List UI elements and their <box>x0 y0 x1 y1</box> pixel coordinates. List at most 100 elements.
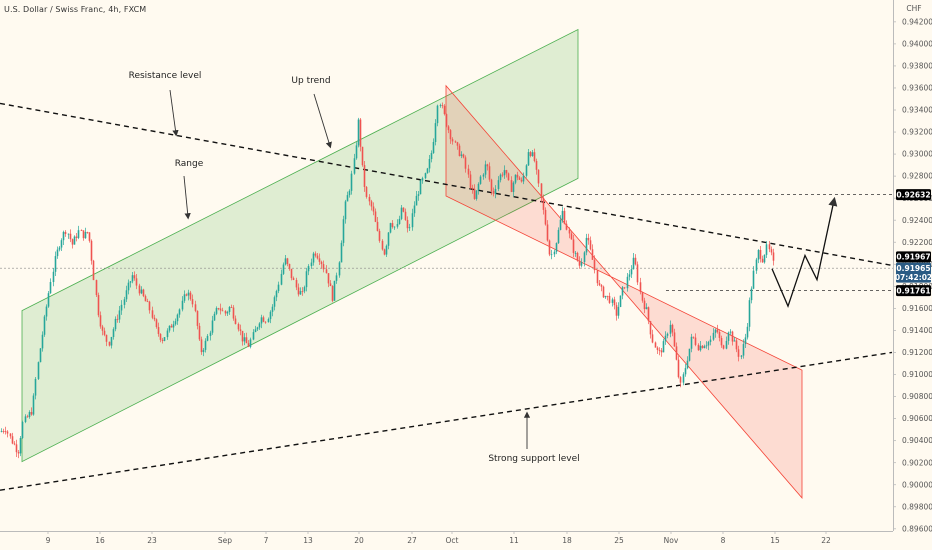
candle-body <box>77 230 80 238</box>
candle-body <box>331 286 334 301</box>
candle-body <box>24 416 27 422</box>
candle-body <box>505 170 508 174</box>
candle-body <box>497 180 500 189</box>
candle-body <box>305 271 308 288</box>
candle-body <box>67 233 70 235</box>
candle-body <box>748 300 751 327</box>
candle-body <box>518 177 521 180</box>
candle-body <box>342 219 345 243</box>
candle-body <box>447 126 450 131</box>
candle-body <box>32 395 35 415</box>
candle-body <box>282 264 285 274</box>
price-tag <box>896 251 931 263</box>
candle-body <box>344 201 347 220</box>
candle-body <box>221 310 224 312</box>
candle-body <box>303 287 306 292</box>
price-tag-label: 0.91761 <box>896 286 930 295</box>
candle-body <box>325 269 328 274</box>
candle-body <box>28 411 31 418</box>
candle-body <box>135 278 138 286</box>
candle-body <box>60 240 63 248</box>
candle-body <box>628 274 631 277</box>
candle-body <box>361 146 364 166</box>
candle-body <box>153 317 156 320</box>
candle-body <box>181 300 184 310</box>
candle-body <box>120 304 123 311</box>
candle-body <box>243 337 246 342</box>
candle-body <box>123 299 126 305</box>
candle-body <box>445 114 448 127</box>
candle-body <box>731 331 734 342</box>
candle-body <box>322 264 325 270</box>
candle-body <box>570 233 573 240</box>
candle-body <box>21 421 24 439</box>
y-tick-label: 0.90600 <box>902 414 932 423</box>
candle-body <box>475 190 478 199</box>
candle-body <box>464 157 467 169</box>
candle-body <box>346 195 349 202</box>
candle-body <box>419 180 422 195</box>
annotation-label: Range <box>175 159 204 169</box>
candle-body <box>727 332 730 341</box>
candle-body <box>194 304 197 311</box>
candle-body <box>490 179 493 192</box>
candle-body <box>525 165 528 176</box>
candle-body <box>469 174 472 188</box>
candle-body <box>406 219 409 229</box>
candle-body <box>320 261 323 265</box>
y-tick-label: 0.90000 <box>902 480 932 489</box>
candle-body <box>86 231 89 233</box>
candle-body <box>656 347 659 350</box>
candle-body <box>217 308 220 309</box>
candle-body <box>430 153 433 160</box>
candle-body <box>694 337 697 345</box>
downtrend-channel <box>445 84 803 500</box>
candle-body <box>759 249 762 259</box>
candle-body <box>735 340 738 350</box>
candle-body <box>254 329 257 333</box>
candle-body <box>725 340 728 349</box>
candle-body <box>441 105 444 107</box>
candle-body <box>2 431 5 432</box>
candle-body <box>703 346 706 349</box>
candle-body <box>97 295 100 316</box>
candle-body <box>456 142 459 146</box>
candle-body <box>258 323 261 328</box>
candle-body <box>507 173 510 181</box>
candle-body <box>503 170 506 176</box>
candle-body <box>353 158 356 174</box>
candle-body <box>512 182 515 192</box>
candle-body <box>277 284 280 292</box>
candle-body <box>280 273 283 285</box>
candle-body <box>768 244 771 250</box>
candle-body <box>103 330 106 335</box>
candle-body <box>204 340 207 350</box>
candle-body <box>772 252 775 261</box>
candle-body <box>34 378 37 396</box>
candle-body <box>110 336 113 346</box>
candle-body <box>510 180 513 192</box>
candle-body <box>318 258 321 262</box>
candle-body <box>537 169 540 184</box>
x-tick-label: Nov <box>664 536 679 545</box>
candle-body <box>47 293 50 307</box>
candle-body <box>602 286 605 298</box>
candle-body <box>542 198 545 210</box>
candle-body <box>389 223 392 233</box>
candle-body <box>615 305 618 316</box>
candle-body <box>6 431 9 434</box>
candle-body <box>439 105 442 107</box>
candle-body <box>557 229 560 244</box>
candle-body <box>168 325 171 331</box>
candle-body <box>125 290 128 300</box>
candle-body <box>56 249 59 257</box>
candle-body <box>310 262 313 267</box>
candle-body <box>477 183 480 191</box>
candle-body <box>19 438 22 454</box>
candle-body <box>484 164 487 175</box>
candle-body <box>239 329 242 331</box>
candle-body <box>80 230 83 232</box>
candle-body <box>660 350 663 353</box>
x-tick-label: 9 <box>46 536 51 545</box>
